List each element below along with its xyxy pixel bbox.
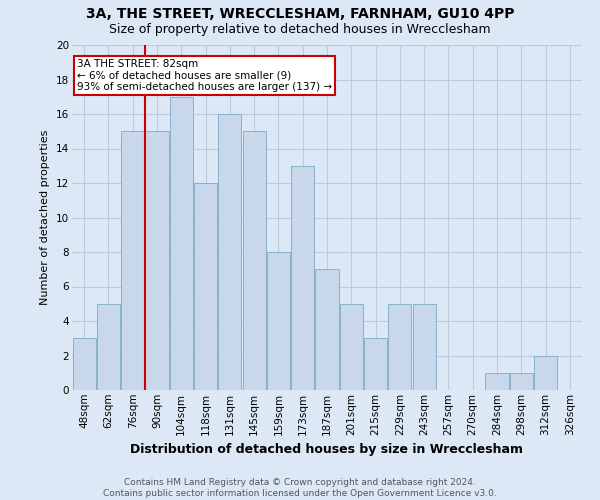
Bar xyxy=(97,304,120,390)
Bar xyxy=(510,373,533,390)
Bar xyxy=(218,114,241,390)
Bar xyxy=(534,356,557,390)
Bar xyxy=(145,131,169,390)
Bar xyxy=(73,338,95,390)
Bar xyxy=(291,166,314,390)
Bar xyxy=(388,304,412,390)
Bar xyxy=(170,97,193,390)
Text: Contains HM Land Registry data © Crown copyright and database right 2024.
Contai: Contains HM Land Registry data © Crown c… xyxy=(103,478,497,498)
Bar xyxy=(121,131,144,390)
Text: 3A THE STREET: 82sqm
← 6% of detached houses are smaller (9)
93% of semi-detache: 3A THE STREET: 82sqm ← 6% of detached ho… xyxy=(77,59,332,92)
Text: 3A, THE STREET, WRECCLESHAM, FARNHAM, GU10 4PP: 3A, THE STREET, WRECCLESHAM, FARNHAM, GU… xyxy=(86,8,514,22)
Bar xyxy=(413,304,436,390)
Bar xyxy=(242,131,266,390)
Bar xyxy=(267,252,290,390)
Bar xyxy=(340,304,363,390)
Bar xyxy=(485,373,509,390)
Bar xyxy=(316,269,338,390)
Y-axis label: Number of detached properties: Number of detached properties xyxy=(40,130,50,305)
X-axis label: Distribution of detached houses by size in Wrecclesham: Distribution of detached houses by size … xyxy=(131,443,523,456)
Bar xyxy=(364,338,387,390)
Text: Size of property relative to detached houses in Wrecclesham: Size of property relative to detached ho… xyxy=(109,22,491,36)
Bar xyxy=(194,183,217,390)
